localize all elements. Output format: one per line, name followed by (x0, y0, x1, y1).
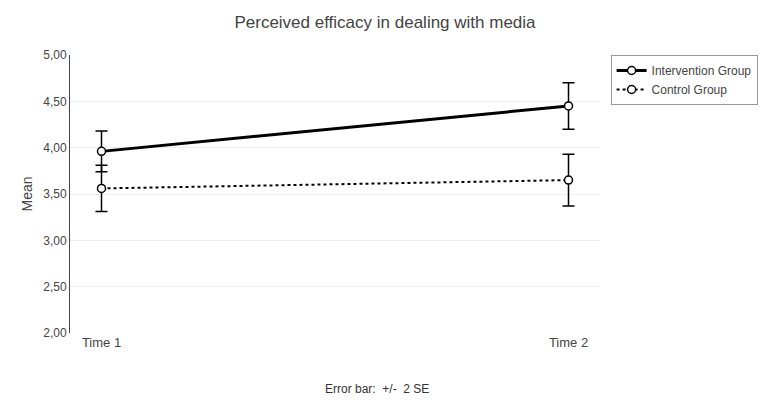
svg-text:4,00: 4,00 (43, 141, 67, 155)
svg-text:4,50: 4,50 (43, 95, 67, 109)
svg-text:Mean: Mean (19, 176, 35, 211)
svg-text:2,00: 2,00 (43, 326, 67, 340)
svg-text:5,00: 5,00 (43, 48, 67, 62)
svg-text:Perceived efficacy in dealing: Perceived efficacy in dealing with media (234, 13, 536, 32)
svg-text:3,50: 3,50 (43, 187, 67, 201)
svg-text:Error bar: +/- 2 SE: Error bar: +/- 2 SE (325, 382, 429, 396)
svg-text:Control Group: Control Group (652, 83, 728, 97)
svg-text:Intervention Group: Intervention Group (652, 64, 752, 78)
svg-text:3,00: 3,00 (43, 234, 67, 248)
svg-text:2,50: 2,50 (43, 280, 67, 294)
svg-text:Time 1: Time 1 (82, 335, 121, 350)
svg-text:Time 2: Time 2 (549, 335, 588, 350)
